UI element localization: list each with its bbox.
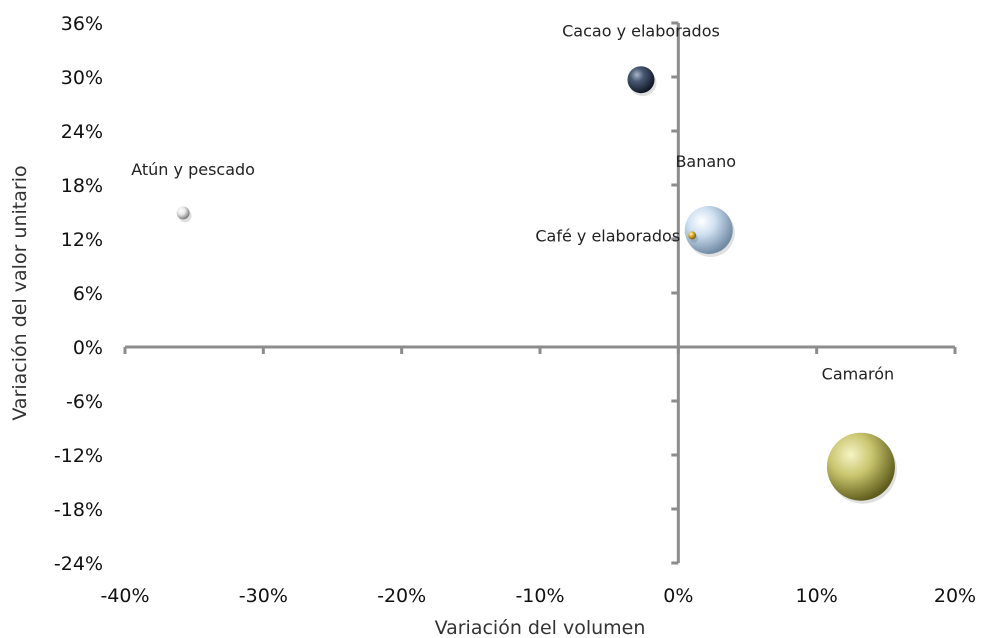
y-tick-label: -24% — [54, 553, 103, 575]
axes — [123, 21, 957, 565]
y-tick-label: 6% — [73, 283, 103, 305]
x-axis-title: Variación del volumen — [435, 617, 646, 638]
x-tick-label: -40% — [100, 585, 149, 607]
bubble-label: Atún y pescado — [131, 160, 255, 179]
bubble — [176, 206, 190, 220]
bubble — [627, 66, 655, 94]
bubble-labels: Cacao y elaborados Atún y pescado Banano Ca… — [131, 22, 894, 384]
y-axis-ticks — [671, 21, 679, 565]
x-tick-label: 20% — [934, 585, 976, 607]
y-tick-label: 30% — [61, 67, 103, 89]
bubble-label: Cacao y elaborados — [562, 22, 720, 41]
x-tick-label: -20% — [377, 585, 426, 607]
bubble-label: Café y elaborados — [535, 226, 680, 245]
y-axis-tick-labels: 36% 30% 24% 18% 12% 6% 0% -6% -12% -18% -24% — [54, 13, 103, 575]
bubble — [684, 206, 733, 254]
x-tick-label: 0% — [663, 585, 693, 607]
y-tick-label: -6% — [66, 391, 103, 413]
x-tick-label: -30% — [239, 585, 288, 607]
bubbles — [176, 66, 897, 504]
x-tick-label: 10% — [796, 585, 838, 607]
bubble-label: Camarón — [822, 365, 895, 384]
y-tick-label: 18% — [61, 175, 103, 197]
y-tick-label: 0% — [73, 337, 103, 359]
y-tick-label: 12% — [61, 229, 103, 251]
bubble — [688, 231, 697, 240]
bubble-label: Banano — [675, 152, 736, 171]
y-tick-label: -12% — [54, 445, 103, 467]
y-tick-label: 24% — [61, 121, 103, 143]
x-tick-label: -10% — [515, 585, 564, 607]
y-tick-label: -18% — [54, 499, 103, 521]
x-axis-tick-labels: -40% -30% -20% -10% 0% 10% 20% — [100, 585, 976, 607]
y-tick-label: 36% — [61, 13, 103, 35]
bubble — [826, 432, 895, 501]
y-axis-title: Variación del valor unitario — [9, 165, 31, 420]
